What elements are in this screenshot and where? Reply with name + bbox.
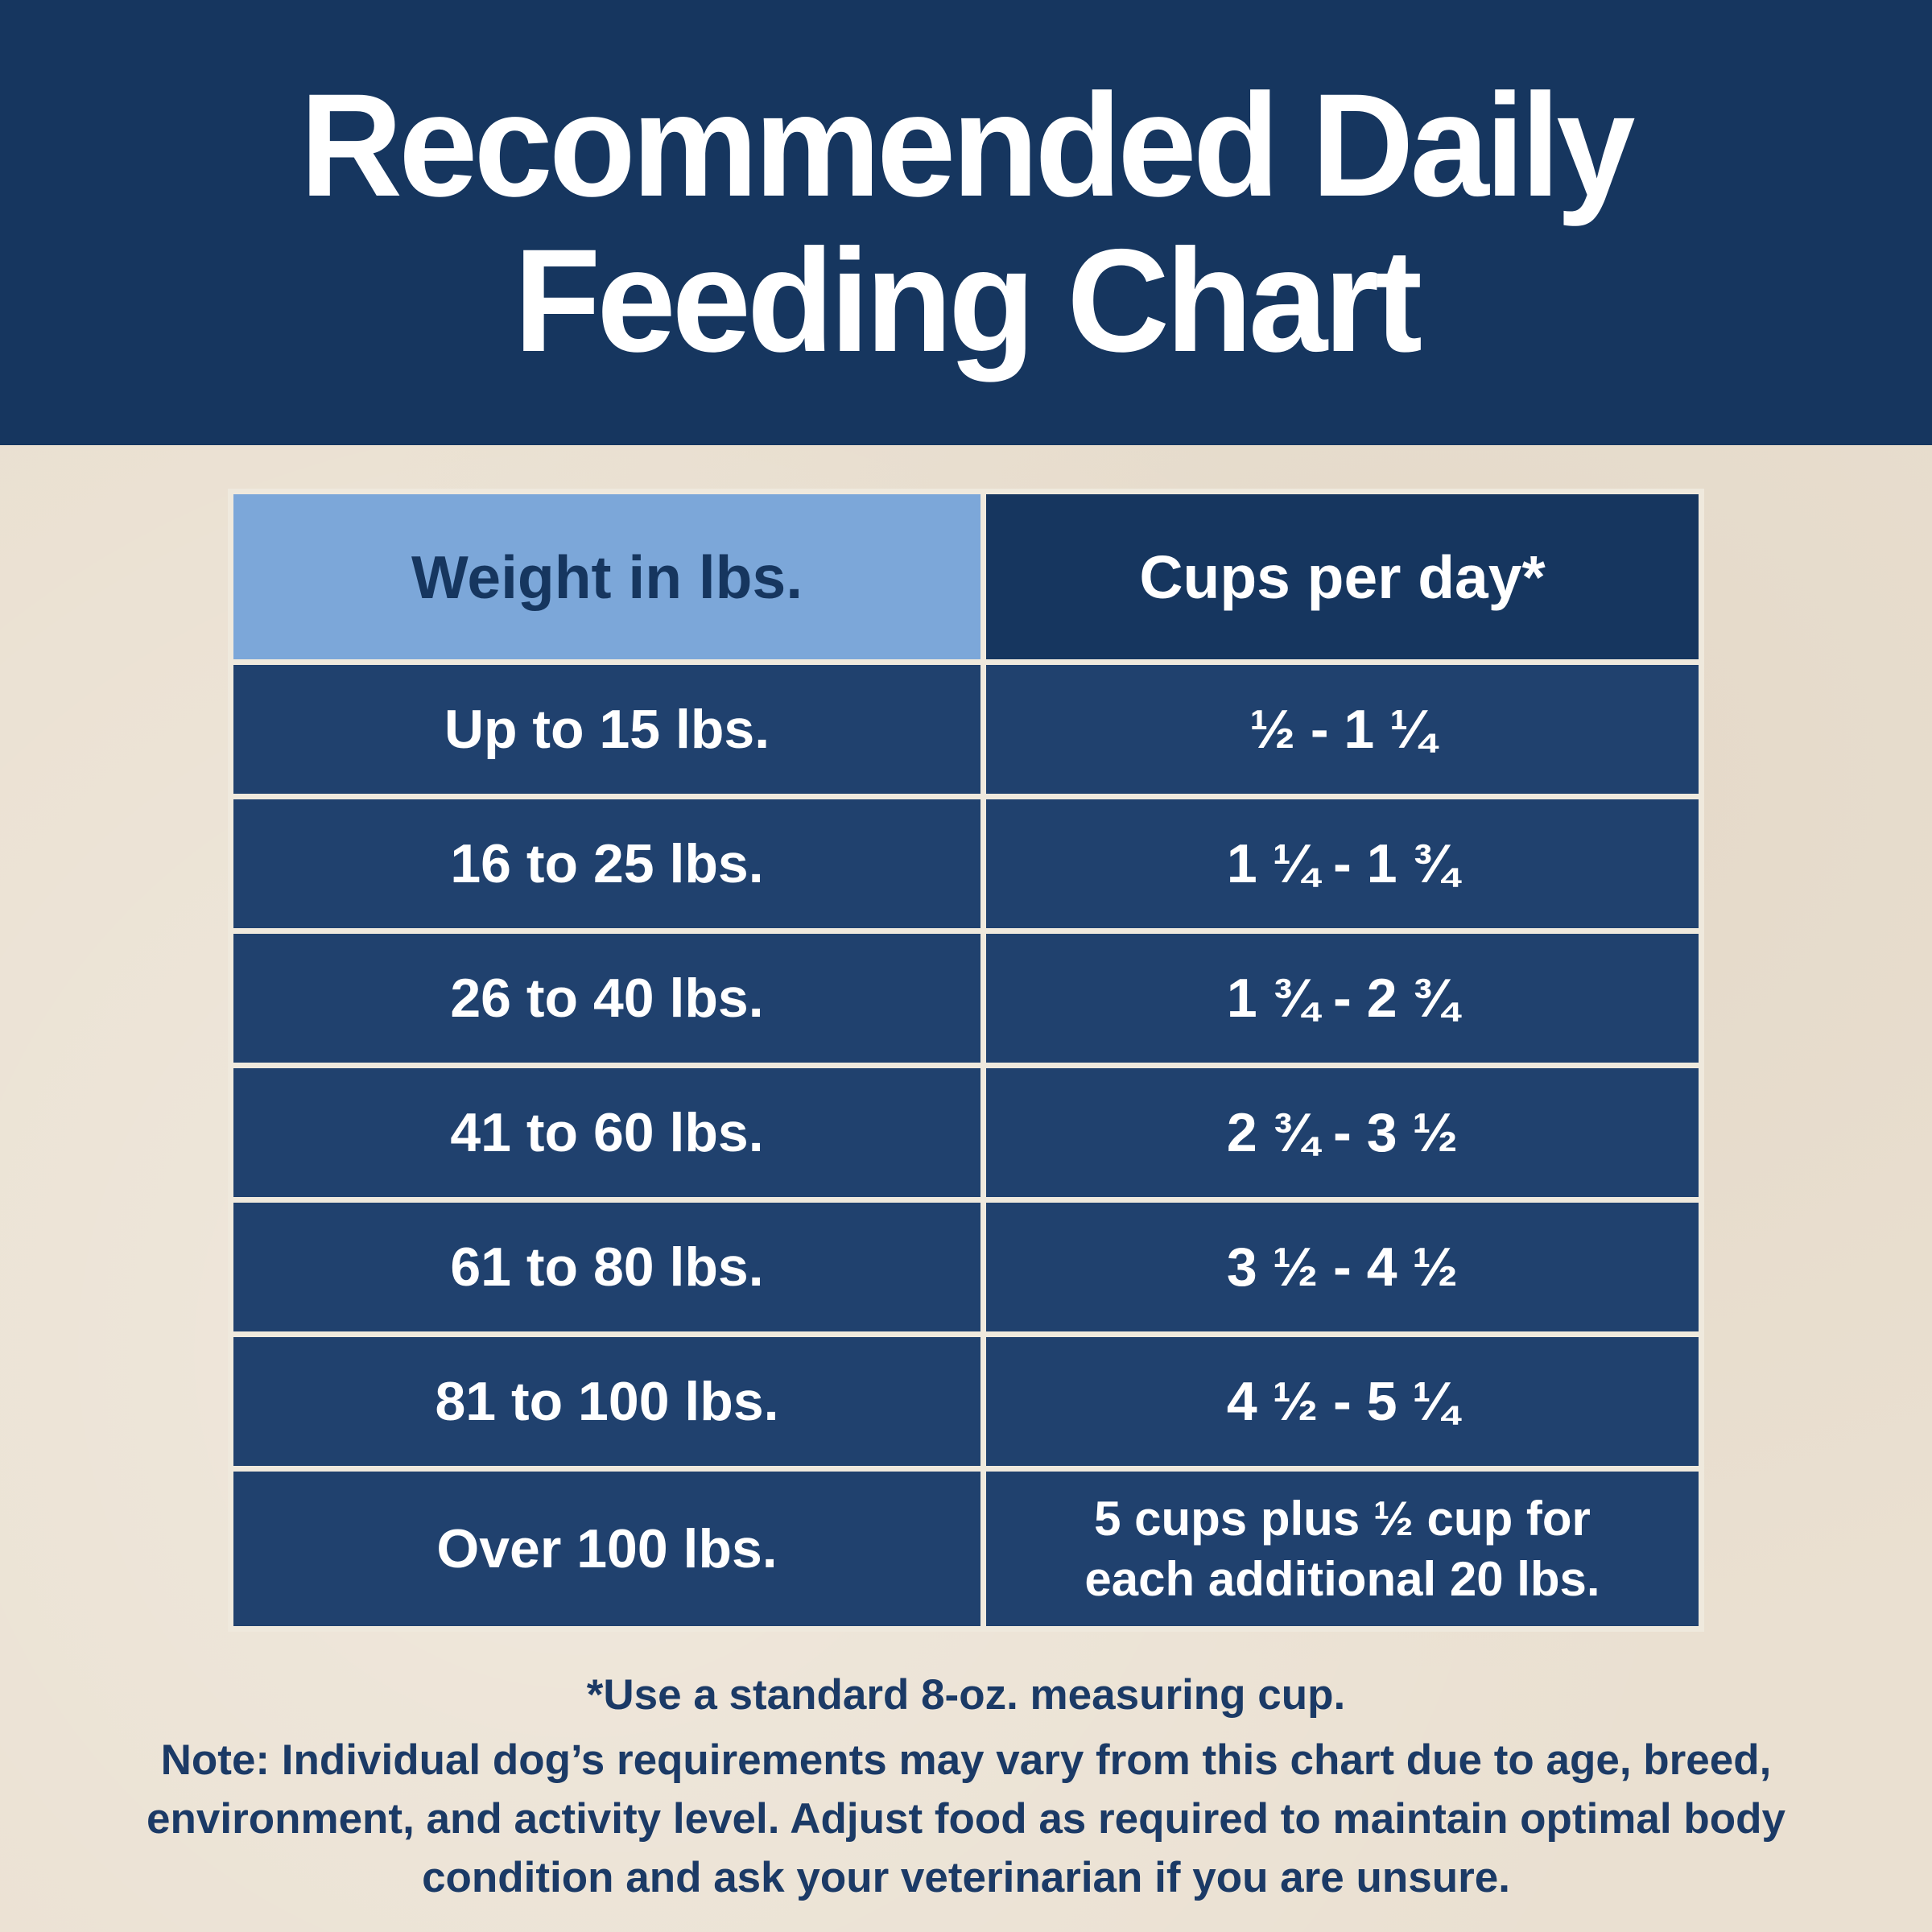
table-row: 26 to 40 lbs. 1 ¾ - 2 ¾ [233, 934, 1699, 1063]
weight-cell: 61 to 80 lbs. [233, 1203, 980, 1331]
table-row: 41 to 60 lbs. 2 ¾ - 3 ½ [233, 1068, 1699, 1197]
page-title-line-1: Recommended Daily [299, 62, 1636, 227]
cups-cell: 1 ¾ - 2 ¾ [986, 934, 1699, 1063]
page-title-line-2: Feeding Chart [514, 217, 1422, 382]
measuring-cup-footnote: *Use a standard 8-oz. measuring cup. [586, 1671, 1346, 1719]
table-row: 81 to 100 lbs. 4 ½ - 5 ¼ [233, 1337, 1699, 1466]
cups-cell: 2 ¾ - 3 ½ [986, 1068, 1699, 1197]
weight-cell: Over 100 lbs. [233, 1472, 980, 1626]
cups-cell: 3 ½ - 4 ½ [986, 1203, 1699, 1331]
table-row: 61 to 80 lbs. 3 ½ - 4 ½ [233, 1203, 1699, 1331]
weight-cell: 26 to 40 lbs. [233, 934, 980, 1063]
cups-cell: 4 ½ - 5 ¼ [986, 1337, 1699, 1466]
table-row: Over 100 lbs. 5 cups plus ½ cup for each… [233, 1472, 1699, 1626]
cups-cell: ½ - 1 ¼ [986, 665, 1699, 794]
cups-cell: 5 cups plus ½ cup for each additional 20… [986, 1472, 1699, 1626]
note-text: Note: Individual dog’s requirements may … [147, 1736, 1785, 1902]
cups-cell: 1 ¼ - 1 ¾ [986, 799, 1699, 928]
col-header-weight: Weight in lbs. [233, 494, 980, 659]
table-row: 16 to 25 lbs. 1 ¼ - 1 ¾ [233, 799, 1699, 928]
table-header-row: Weight in lbs. Cups per day* [233, 494, 1699, 659]
feeding-table: Weight in lbs. Cups per day* Up to 15 lb… [228, 489, 1704, 1632]
weight-cell: 81 to 100 lbs. [233, 1337, 980, 1466]
table-row: Up to 15 lbs. ½ - 1 ¼ [233, 665, 1699, 794]
weight-cell: Up to 15 lbs. [233, 665, 980, 794]
weight-cell: 16 to 25 lbs. [233, 799, 980, 928]
title-banner: Recommended Daily Feeding Chart [0, 0, 1932, 445]
col-header-cups: Cups per day* [986, 494, 1699, 659]
weight-cell: 41 to 60 lbs. [233, 1068, 980, 1197]
